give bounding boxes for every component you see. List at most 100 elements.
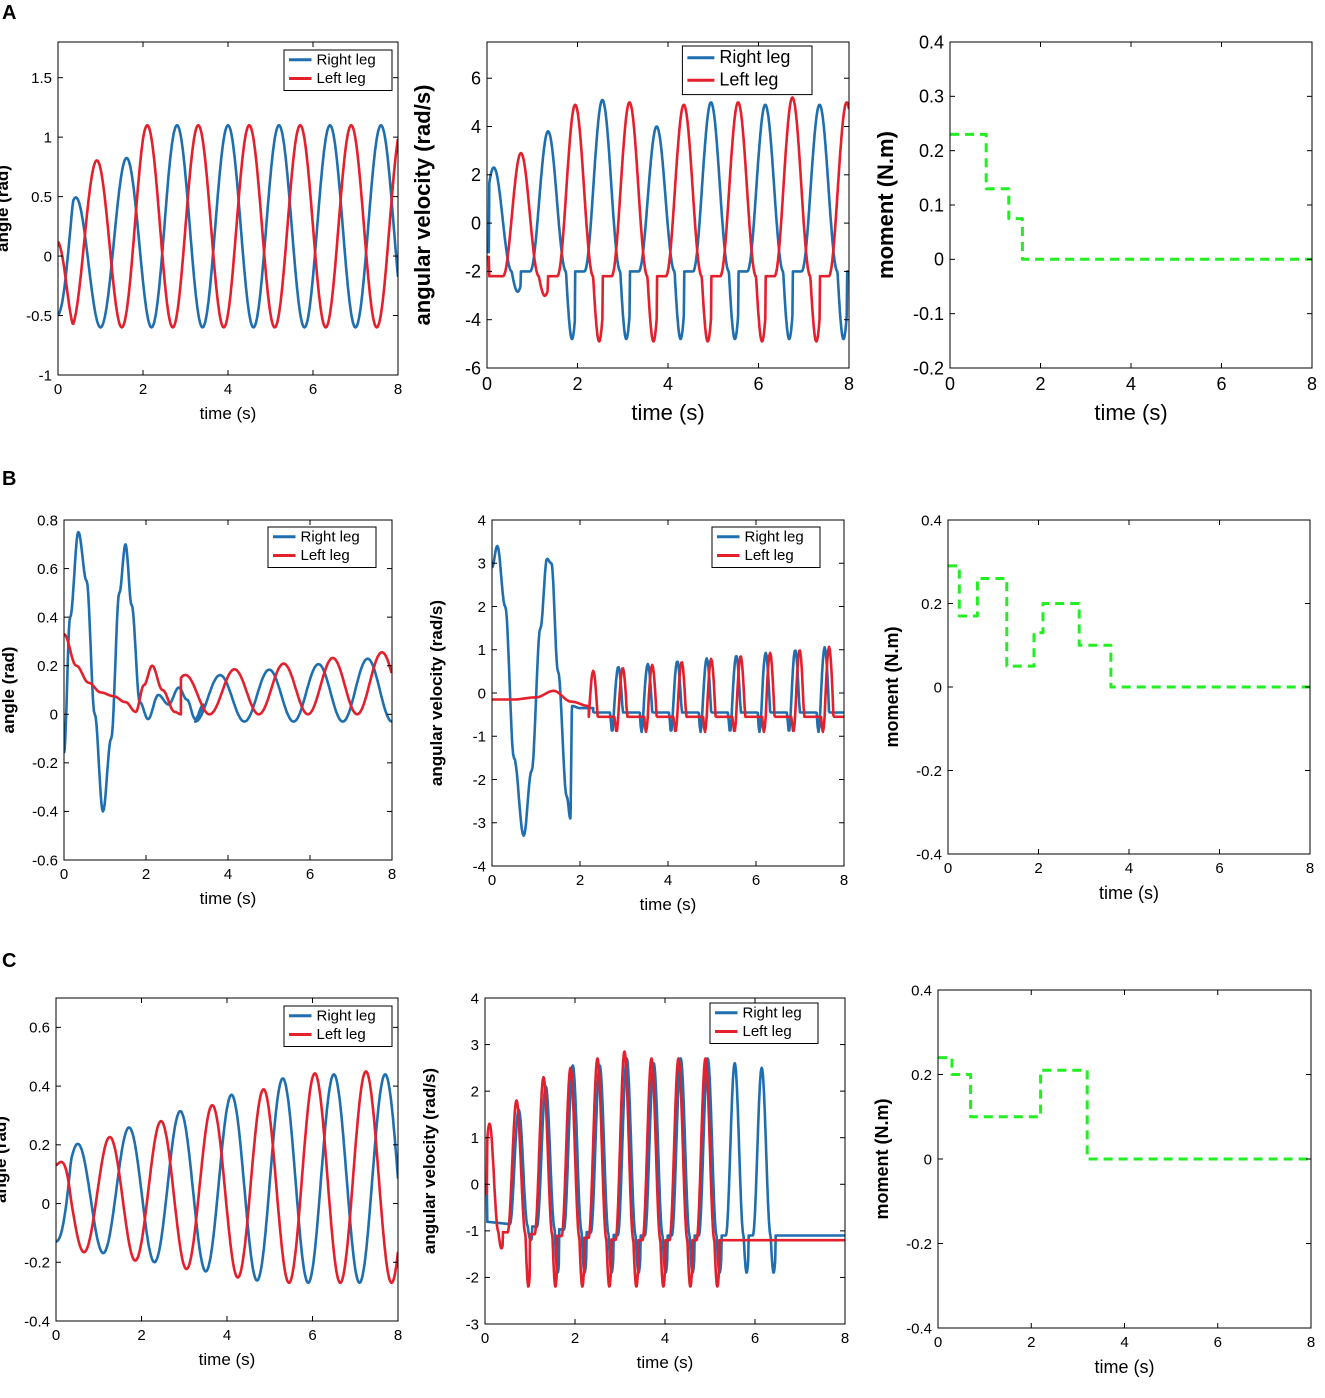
- y-tick-label: -1: [466, 1223, 479, 1240]
- y-tick-label: 0: [934, 250, 944, 270]
- y-tick-label: -6: [465, 358, 481, 378]
- x-axis-label: time (s): [640, 895, 697, 914]
- y-tick-label: 2: [471, 165, 481, 185]
- chart-c-vel: 0 2 4 6 8 -3 -2 -1 0 1 2 3 4 time (s) angular velocity…: [420, 990, 849, 1372]
- x-tick-label: 2: [1035, 374, 1045, 394]
- chart-c-moment: 0 2 4 6 8 -0.4 -0.2 0 0.2 0.4 time (s) moment (N.m): [872, 982, 1315, 1377]
- x-tick-label: 2: [139, 381, 147, 398]
- x-tick-label: 0: [481, 1330, 489, 1347]
- y-tick-label: 0: [44, 248, 52, 265]
- y-tick-label: 3: [471, 1037, 479, 1054]
- y-tick-label: 1: [44, 129, 52, 146]
- series-line-right-leg: [64, 530, 392, 813]
- legend-box: [681, 45, 813, 96]
- y-tick-label: 0.4: [911, 982, 932, 999]
- y-axis-label: moment (N.m): [882, 626, 902, 747]
- x-tick-label: 2: [137, 1327, 145, 1344]
- y-axis-label: moment (N.m): [872, 1098, 892, 1219]
- legend-label: Right leg: [317, 1007, 376, 1024]
- x-tick-label: 4: [661, 1330, 669, 1347]
- y-tick-label: 0: [478, 685, 486, 702]
- y-tick-label: -0.4: [24, 1313, 50, 1330]
- x-tick-label: 4: [1125, 860, 1133, 877]
- series-line-moment: [950, 132, 1312, 261]
- x-tick-label: 6: [1215, 860, 1223, 877]
- y-tick-label: 0.5: [31, 189, 52, 206]
- x-tick-label: 6: [309, 381, 317, 398]
- x-tick-label: 6: [1216, 374, 1226, 394]
- row-label-c: C: [2, 950, 17, 972]
- legend-label: Right leg: [719, 47, 790, 67]
- x-tick-label: 6: [308, 1327, 316, 1344]
- y-axis-label: angle (rad): [0, 647, 18, 734]
- y-tick-label: -0.2: [913, 358, 944, 378]
- y-tick-label: -0.5: [26, 308, 52, 325]
- y-tick-label: 1.5: [31, 70, 52, 87]
- legend-label: Right leg: [317, 51, 376, 68]
- y-tick-label: -4: [465, 310, 481, 330]
- y-axis-label: angular velocity (rad/s): [420, 1068, 439, 1254]
- x-tick-label: 2: [571, 1330, 579, 1347]
- series-line-left-leg: [56, 1070, 398, 1284]
- x-tick-label: 6: [306, 866, 314, 883]
- chart-b-moment: 0 2 4 6 8 -0.4 -0.2 0 0.2 0.4 time (s) moment (N.m): [882, 512, 1314, 903]
- x-axis-label: time (s): [1099, 883, 1159, 903]
- y-tick-label: -3: [466, 1316, 479, 1333]
- series-line-moment: [938, 1056, 1311, 1161]
- y-tick-label: 0.2: [37, 658, 58, 675]
- x-tick-label: 6: [751, 1330, 759, 1347]
- series-line-right-leg: [58, 123, 398, 329]
- y-tick-label: -4: [473, 858, 486, 875]
- x-tick-label: 4: [664, 872, 672, 889]
- y-tick-label: 0.4: [919, 32, 944, 52]
- y-tick-label: -0.4: [916, 846, 942, 863]
- x-tick-label: 2: [1027, 1334, 1035, 1351]
- x-tick-label: 0: [934, 1334, 942, 1351]
- y-tick-label: 0.3: [919, 87, 944, 107]
- y-tick-label: 0: [50, 707, 58, 724]
- x-tick-label: 8: [388, 866, 396, 883]
- legend-label: Left leg: [301, 547, 350, 564]
- y-tick-label: 0.2: [921, 596, 942, 613]
- chart-b-angle: 0 2 4 6 8 -0.6 -0.4 -0.2 0 0.2 0.4 0.6 0.8 time (s) an…: [0, 512, 396, 908]
- series-line-right-leg: [492, 544, 844, 837]
- x-tick-label: 0: [60, 866, 68, 883]
- y-axis-label: angle (rad): [0, 1116, 10, 1203]
- y-tick-label: -0.6: [32, 852, 58, 869]
- y-axis-label: angle (rad): [0, 165, 12, 252]
- y-tick-label: 3: [478, 556, 486, 573]
- y-tick-label: 0.2: [919, 141, 944, 161]
- y-tick-label: 2: [478, 599, 486, 616]
- legend-label: Right leg: [743, 1004, 802, 1021]
- x-axis-label: time (s): [200, 404, 257, 423]
- series-line-left-leg: [492, 645, 844, 734]
- y-tick-label: -0.4: [32, 804, 58, 821]
- y-tick-label: -0.4: [906, 1320, 932, 1337]
- y-tick-label: 0.4: [921, 512, 942, 529]
- x-tick-label: 2: [1034, 860, 1042, 877]
- y-tick-label: -0.2: [906, 1236, 932, 1253]
- y-tick-label: 0: [924, 1151, 932, 1168]
- series-line-left-leg: [64, 633, 392, 716]
- x-tick-label: 4: [223, 1327, 231, 1344]
- x-tick-label: 0: [945, 374, 955, 394]
- y-tick-label: 0.4: [37, 609, 58, 626]
- x-tick-label: 8: [1306, 860, 1314, 877]
- plot-frame: [57, 41, 399, 376]
- y-tick-label: 4: [478, 512, 486, 529]
- x-tick-label: 2: [572, 374, 582, 394]
- chart-a-angle: 0 2 4 6 8 -1 -0.5 0 0.5 1 1.5 time (s) angle (rad) Ri…: [0, 41, 402, 423]
- y-tick-label: -2: [466, 1270, 479, 1287]
- series-line-left-leg: [485, 1050, 845, 1288]
- x-tick-label: 0: [54, 381, 62, 398]
- y-axis-label: moment (N.m): [873, 131, 898, 279]
- chart-a-vel: 0 2 4 6 8 -6 -4 -2 0 2 4 6 time (s) angular velocity …: [410, 41, 854, 425]
- x-tick-label: 6: [752, 872, 760, 889]
- x-tick-label: 8: [394, 381, 402, 398]
- y-tick-label: 0: [934, 679, 942, 696]
- y-tick-label: 1: [478, 642, 486, 659]
- legend-box: [711, 526, 821, 568]
- y-tick-label: 0.2: [911, 1067, 932, 1084]
- legend-label: Left leg: [745, 547, 794, 564]
